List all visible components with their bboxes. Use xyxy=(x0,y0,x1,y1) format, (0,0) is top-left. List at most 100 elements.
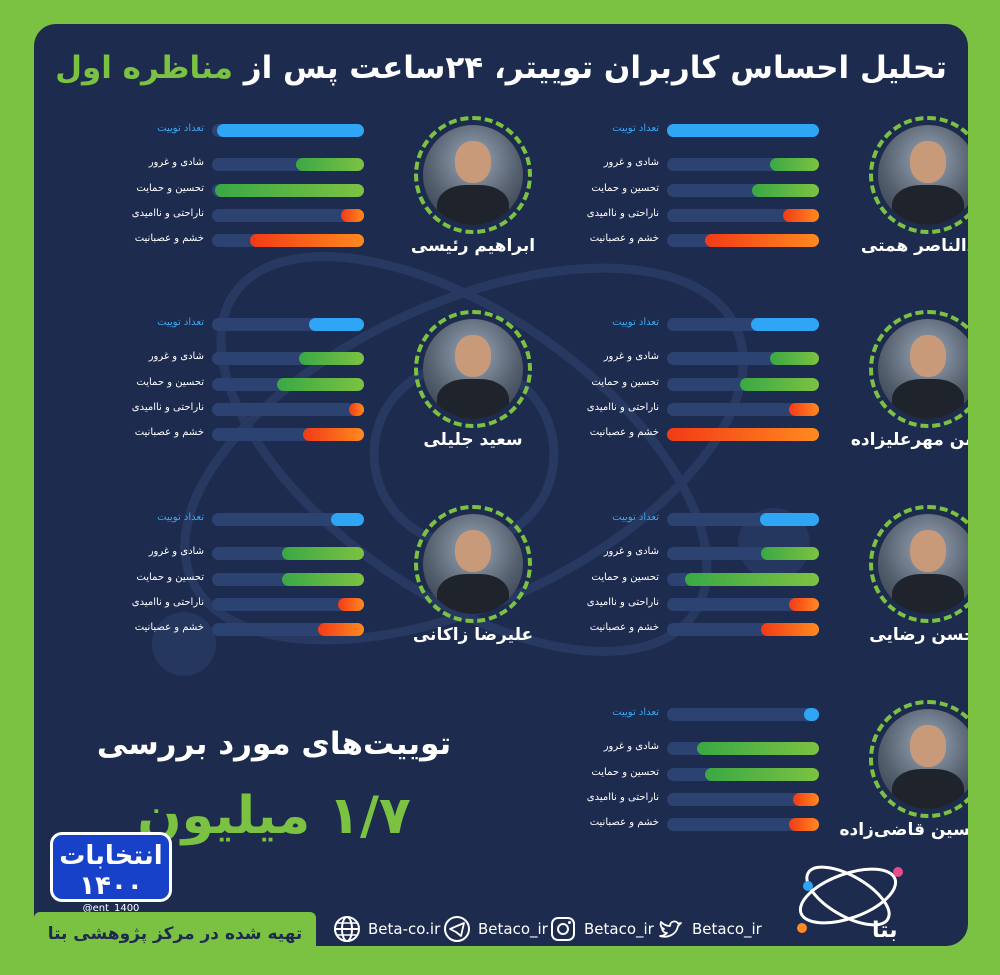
total-label: توییت‌های مورد بررسی xyxy=(96,726,452,762)
title-highlight: مناظره اول xyxy=(55,50,233,86)
candidate-name: علیرضا زاکانی xyxy=(412,625,534,645)
telegram-link[interactable]: Betaco_ir xyxy=(442,912,548,946)
ent-logo-text: انتخابات ۱۴۰۰ xyxy=(59,841,163,901)
candidate-card: تعداد توییت شادی و غرور تحسین و حمایت ناراح… xyxy=(529,310,968,500)
metric-label: ناراحتی و ناامیدی xyxy=(131,597,204,608)
metric-label: خشم و عصبانیت xyxy=(589,233,659,244)
metric-bar-track xyxy=(667,793,819,806)
metric-bar-fill xyxy=(793,793,819,806)
metric-label: شادی و غرور xyxy=(148,351,204,362)
metric-row-count: تعداد توییت xyxy=(529,706,819,724)
metric-row-anger: خشم و عصبانیت xyxy=(529,816,819,834)
metric-bar-track xyxy=(667,158,819,171)
metric-bar-fill xyxy=(789,818,819,831)
website-link[interactable]: Beta-co.ir xyxy=(332,912,440,946)
metric-bar-fill xyxy=(299,352,364,365)
candidate-name: عبدالناصر همتی xyxy=(860,236,968,256)
metric-row-joy: شادی و غرور xyxy=(529,350,819,368)
metric-bar-fill xyxy=(770,158,819,171)
twitter-icon xyxy=(659,920,682,938)
metric-bar-track xyxy=(212,158,364,171)
metric-bar-track xyxy=(212,352,364,365)
candidate-photo xyxy=(414,116,532,234)
metric-label: تعداد توییت xyxy=(612,707,659,718)
metric-bar-fill xyxy=(215,184,364,197)
twitter-link[interactable]: Betaco_ir xyxy=(656,912,762,946)
candidate-card: تعداد توییت شادی و غرور تحسین و حمایت ناراح… xyxy=(529,700,968,890)
metric-bar-track xyxy=(212,209,364,222)
metric-row-sad: ناراحتی و ناامیدی xyxy=(74,401,364,419)
metric-bar-fill xyxy=(783,209,819,222)
metric-bar-track xyxy=(667,547,819,560)
metric-label: خشم و عصبانیت xyxy=(134,427,204,438)
metric-bar-fill xyxy=(282,573,364,586)
metric-label: ناراحتی و ناامیدی xyxy=(131,402,204,413)
telegram-text: Betaco_ir xyxy=(478,920,548,938)
metric-label: تعداد توییت xyxy=(612,512,659,523)
metric-label: ناراحتی و ناامیدی xyxy=(586,792,659,803)
candidate-card: تعداد توییت شادی و غرور تحسین و حمایت ناراح… xyxy=(529,505,968,695)
instagram-link[interactable]: Betaco_ir xyxy=(548,912,654,946)
telegram-icon xyxy=(444,916,470,942)
metric-bar-fill xyxy=(309,318,364,331)
metric-row-praise: تحسین و حمایت xyxy=(529,766,819,784)
metric-row-count: تعداد توییت xyxy=(74,122,364,140)
metric-bar-track xyxy=(212,547,364,560)
metric-label: شادی و غرور xyxy=(148,157,204,168)
candidate-card: تعداد توییت شادی و غرور تحسین و حمایت ناراح… xyxy=(74,116,544,306)
metric-label: تعداد توییت xyxy=(157,512,204,523)
metric-label: تحسین و حمایت xyxy=(136,183,204,194)
metric-row-anger: خشم و عصبانیت xyxy=(74,621,364,639)
metric-bar-fill xyxy=(303,428,364,441)
metric-bar-track xyxy=(667,403,819,416)
metric-row-sad: ناراحتی و ناامیدی xyxy=(529,401,819,419)
twitter-text: Betaco_ir xyxy=(692,920,762,938)
metric-bar-fill xyxy=(705,768,819,781)
infographic-panel: تحلیل احساس کاربران توییتر، ۲۴ساعت پس از… xyxy=(34,24,968,946)
metric-label: تعداد توییت xyxy=(612,317,659,328)
metric-bar-track xyxy=(212,184,364,197)
metric-bar-track xyxy=(667,234,819,247)
metric-bar-fill xyxy=(761,623,819,636)
metric-bar-fill xyxy=(250,234,364,247)
candidate-photo xyxy=(414,505,532,623)
metric-bar-track xyxy=(667,573,819,586)
metric-bar-track xyxy=(667,209,819,222)
metric-bar-fill xyxy=(697,742,819,755)
candidate-photo xyxy=(869,310,968,428)
metric-bar-track xyxy=(667,513,819,526)
metric-row-sad: ناراحتی و ناامیدی xyxy=(529,596,819,614)
metric-bar-track xyxy=(212,378,364,391)
metric-bar-fill xyxy=(770,352,819,365)
metric-row-praise: تحسین و حمایت xyxy=(529,182,819,200)
metric-label: خشم و عصبانیت xyxy=(589,622,659,633)
metric-row-praise: تحسین و حمایت xyxy=(74,571,364,589)
metric-row-praise: تحسین و حمایت xyxy=(529,376,819,394)
metric-bar-fill xyxy=(761,547,819,560)
metric-bar-fill xyxy=(685,573,819,586)
metric-bar-track xyxy=(667,352,819,365)
metric-bar-track xyxy=(212,623,364,636)
metric-row-count: تعداد توییت xyxy=(529,316,819,334)
metric-bar-track xyxy=(212,513,364,526)
metric-row-count: تعداد توییت xyxy=(74,511,364,529)
ent-1400-logo: انتخابات ۱۴۰۰ @ent_1400 xyxy=(50,832,172,914)
metric-bar-track xyxy=(667,318,819,331)
metric-bar-fill xyxy=(705,234,819,247)
metric-bar-track xyxy=(667,428,819,441)
metric-bar-track xyxy=(667,742,819,755)
metric-bar-fill xyxy=(282,547,364,560)
metric-row-sad: ناراحتی و ناامیدی xyxy=(529,791,819,809)
metric-label: تحسین و حمایت xyxy=(591,377,659,388)
globe-icon xyxy=(334,916,360,942)
metric-bar-fill xyxy=(740,378,819,391)
metric-row-sad: ناراحتی و ناامیدی xyxy=(74,596,364,614)
metric-label: تحسین و حمایت xyxy=(136,377,204,388)
metric-bar-track xyxy=(667,598,819,611)
metric-bar-track xyxy=(667,184,819,197)
metric-row-anger: خشم و عصبانیت xyxy=(529,232,819,250)
metric-bar-track xyxy=(212,573,364,586)
metric-bar-fill xyxy=(331,513,364,526)
instagram-icon xyxy=(551,917,575,941)
metric-row-count: تعداد توییت xyxy=(529,122,819,140)
